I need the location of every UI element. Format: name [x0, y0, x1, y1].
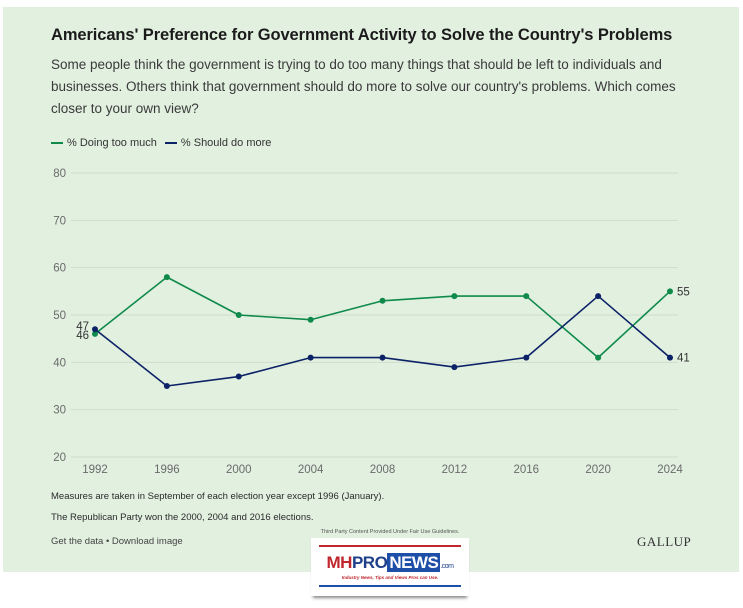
legend-swatch-green: [51, 141, 63, 145]
data-point: [92, 330, 98, 337]
x-tick-label: 2000: [226, 464, 252, 476]
legend-label: % Doing too much: [67, 137, 157, 149]
x-tick-label: 2004: [298, 464, 324, 476]
y-tick-label: 40: [53, 357, 66, 369]
data-point: [235, 312, 242, 318]
y-tick-label: 60: [53, 263, 66, 275]
mhpronews-badge: Third Party Content Provided Under Fair …: [305, 529, 475, 603]
data-point: [379, 297, 386, 304]
footnote-republican: The Republican Party won the 2000, 2004 …: [51, 512, 314, 523]
y-tick-label: 80: [53, 168, 66, 180]
footnote-measures: Measures are taken in September of each …: [51, 491, 385, 502]
data-point: [379, 354, 386, 361]
badge-tagline: Industry News, Tips and Views Pros can U…: [341, 575, 439, 580]
data-label: 41: [677, 353, 690, 365]
badge-blue-rule: [319, 585, 461, 587]
data-point: [92, 326, 98, 333]
logo-news: NEWS: [387, 553, 441, 572]
data-point: [451, 293, 458, 300]
data-point: [667, 288, 673, 295]
series-lines: [94, 276, 671, 387]
chart-subtitle: Some people think the government is tryi…: [51, 57, 676, 116]
data-point: [595, 293, 602, 300]
data-point: [451, 364, 458, 371]
get-data-link[interactable]: Get the data: [51, 536, 104, 547]
x-tick-label: 2020: [585, 464, 611, 476]
data-point: [307, 354, 314, 361]
badge-box: MHPRO NEWS .com Industry News, Tips and Vi…: [311, 538, 469, 596]
data-point: [163, 383, 170, 389]
y-tick-label: 30: [53, 405, 66, 417]
data-point: [523, 354, 530, 361]
chart-title: Americans' Preference for Government Act…: [51, 26, 673, 44]
data-point: [523, 293, 530, 300]
x-tick-label: 2008: [370, 464, 396, 476]
y-tick-label: 20: [53, 452, 66, 464]
data-point: [595, 354, 602, 361]
badge-caption: Third Party Content Provided Under Fair …: [320, 529, 460, 535]
x-tick-label: 2012: [442, 464, 468, 476]
x-tick-label: 1992: [82, 464, 108, 476]
legend-label: % Should do more: [180, 137, 272, 149]
legend-swatch-navy: [164, 141, 177, 145]
x-tick-label: 2024: [657, 464, 683, 476]
x-axis-ticks: 1992 1996 2000 2004 2008 2012 2016 2020 2024: [82, 464, 683, 476]
x-tick-label: 1996: [154, 464, 180, 476]
mhpronews-logo: MHPRO NEWS .com: [319, 553, 461, 573]
data-point: [235, 373, 242, 380]
logo-mh: MH: [326, 553, 353, 572]
badge-red-rule: [319, 545, 461, 547]
y-tick-label: 50: [53, 310, 66, 322]
logo-com: .com: [440, 563, 454, 570]
series-line-1: [94, 295, 671, 387]
gallup-logo: GALLUP: [637, 534, 692, 549]
chart-legend: % Doing too much % Should do more: [51, 137, 279, 149]
data-point: [163, 274, 170, 281]
chart-panel: [3, 7, 739, 572]
y-tick-label: 70: [53, 215, 66, 227]
y-axis-ticks: 20 30 40 50 60 70 80: [53, 168, 66, 464]
data-point: [307, 316, 314, 323]
data-label: 46: [76, 330, 89, 342]
download-image-link[interactable]: Download image: [111, 536, 183, 547]
legend-item-doing-too-much[interactable]: % Doing too much: [51, 137, 157, 149]
data-label: 55: [677, 286, 690, 298]
legend-item-should-do-more[interactable]: % Should do more: [164, 137, 272, 149]
series-line-0: [94, 276, 671, 359]
x-tick-label: 2016: [513, 464, 539, 476]
logo-pro: PRO: [351, 553, 388, 572]
data-point: [667, 354, 673, 361]
footer-links: Get the data • Download image: [51, 536, 183, 547]
series-points: [92, 274, 673, 389]
gridlines: [71, 172, 678, 458]
data-label: 47: [76, 321, 89, 333]
link-separator: •: [105, 536, 110, 547]
